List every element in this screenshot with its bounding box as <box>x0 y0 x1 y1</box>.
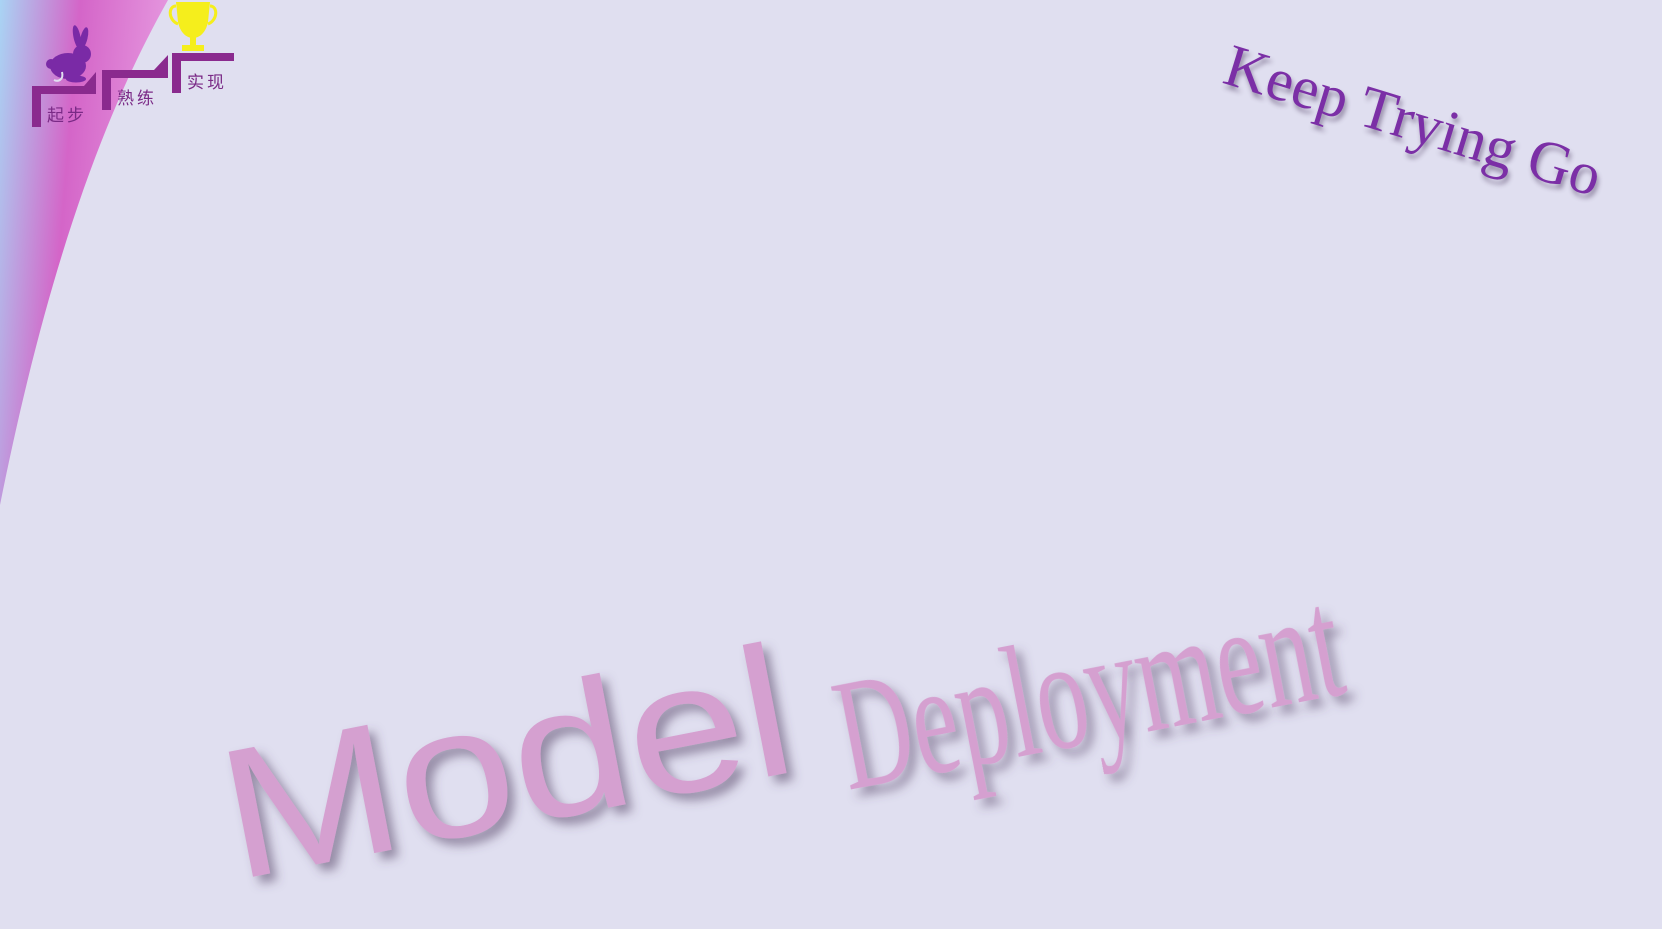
step-label-achieve: 实现 <box>187 73 227 93</box>
trophy-icon <box>168 2 218 51</box>
step-label-start: 起步 <box>47 106 87 126</box>
step-label-skilled: 熟练 <box>117 89 157 109</box>
step-platforms <box>32 53 234 127</box>
logo <box>32 2 234 127</box>
rabbit-icon <box>46 25 91 83</box>
